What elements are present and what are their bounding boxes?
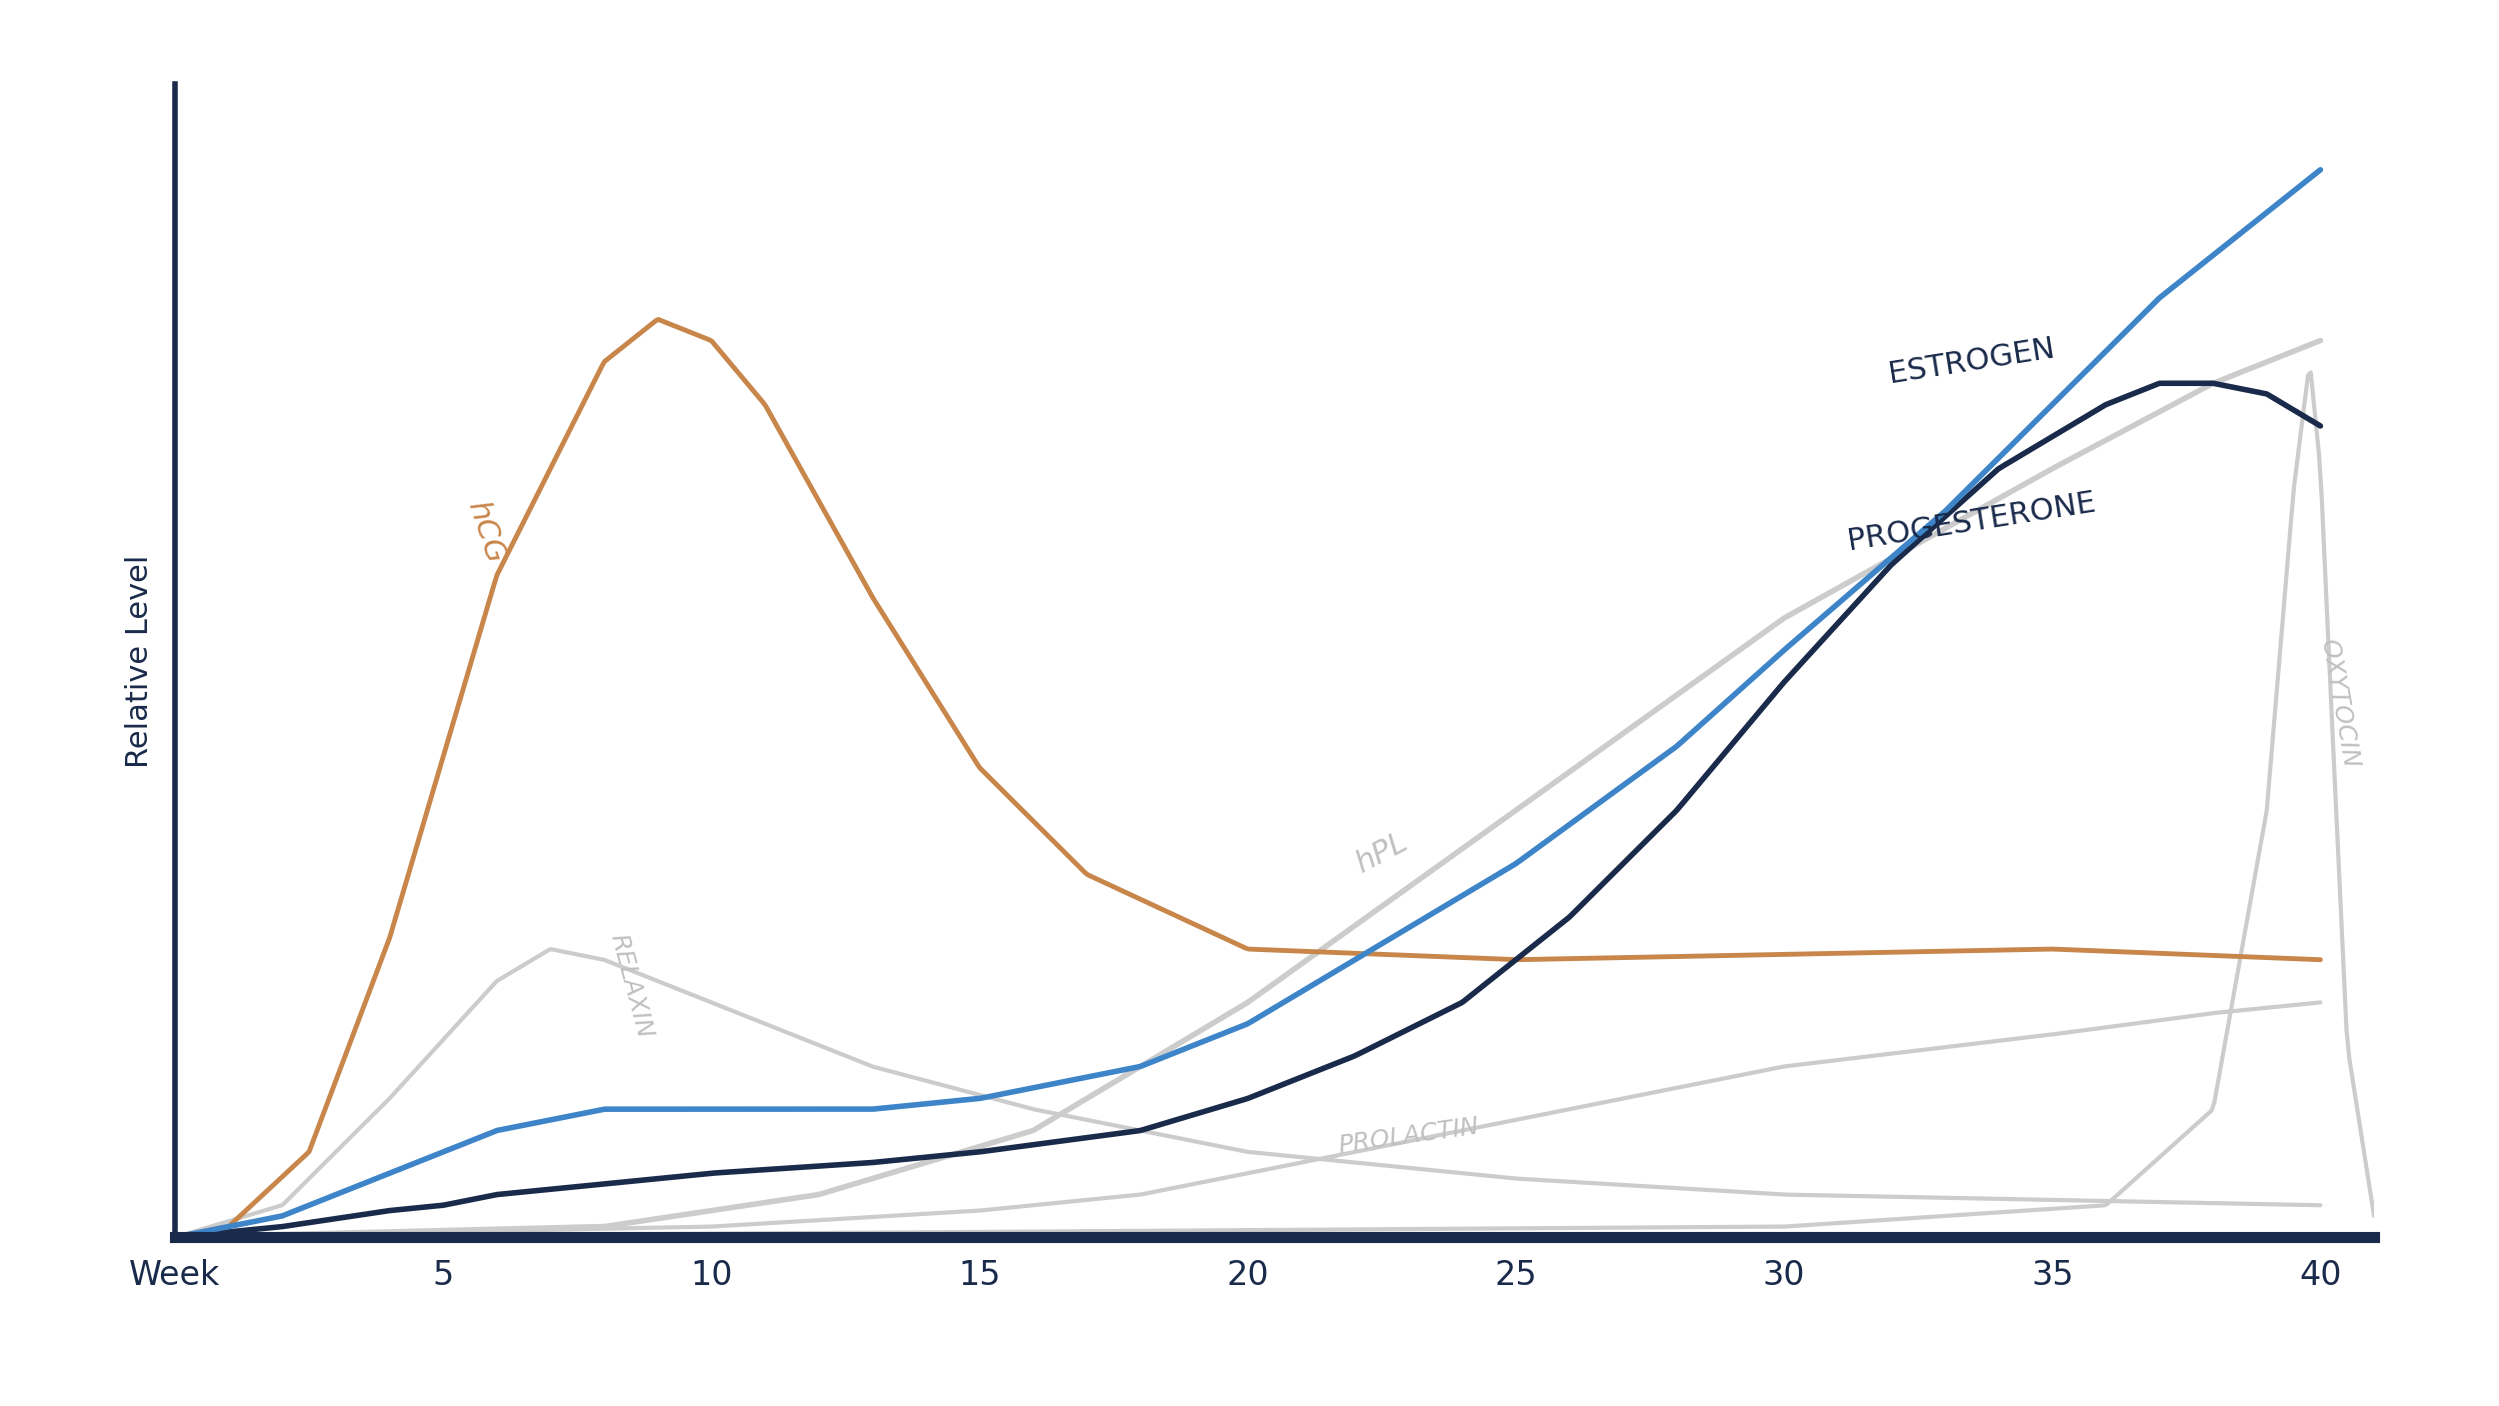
Text: hPL: hPL — [1352, 827, 1412, 879]
Text: OXYTOCIN: OXYTOCIN — [2317, 637, 2362, 769]
Text: PROGESTERONE: PROGESTERONE — [1847, 488, 2099, 555]
Text: ESTROGEN: ESTROGEN — [1887, 335, 2057, 389]
Text: hCG: hCG — [462, 498, 510, 568]
Text: RELAXIN: RELAXIN — [605, 931, 657, 1042]
Text: PROLACTIN: PROLACTIN — [1337, 1114, 1479, 1157]
Y-axis label: Relative Level: Relative Level — [125, 554, 155, 768]
